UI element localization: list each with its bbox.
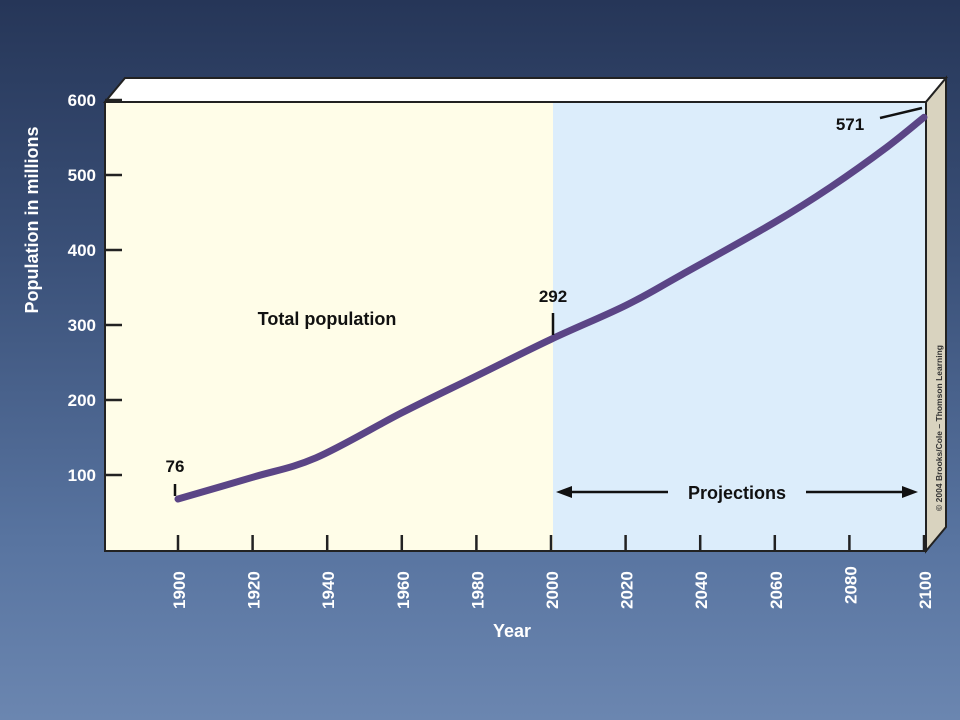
x-tick-label-2040: 2040 [692,571,711,609]
x-axis-label: Year [493,621,531,641]
x-tick-label-1920: 1920 [245,571,264,609]
x-tick-label-1960: 1960 [394,571,413,609]
annotation-76: 76 [166,457,185,496]
x-tick-label-2000: 2000 [543,571,562,609]
y-tick-label-600: 600 [68,91,96,110]
annotation-76-label: 76 [166,457,185,476]
x-tick-label-1940: 1940 [319,571,338,609]
y-ticks: 100 200 300 400 500 600 [68,91,122,485]
projections-indicator: Projections [556,483,918,503]
historical-region [105,102,553,551]
x-tick-label-2060: 2060 [767,571,786,609]
x-ticks: 1900 1920 1940 1960 1980 2000 2020 2040 2060 2080… [170,535,935,609]
annotation-292-label: 292 [539,287,567,306]
annotation-571-label: 571 [836,115,864,134]
annotation-292: 292 [539,287,567,335]
copyright-text: © 2004 Brooks/Cole – Thomson Learning [934,345,944,511]
x-tick-label-1980: 1980 [468,571,487,609]
y-tick-label-100: 100 [68,466,96,485]
y-tick-label-400: 400 [68,241,96,260]
plot-frame [104,101,927,552]
y-tick-label-200: 200 [68,391,96,410]
annotation-571: 571 [836,106,923,134]
annotation-571-leader [879,106,923,120]
y-tick-label-300: 300 [68,316,96,335]
series-label: Total population [258,309,397,329]
series-line-total-population [174,113,928,503]
x-tick-label-1900: 1900 [170,571,189,609]
x-tick-label-2100: 2100 [916,571,935,609]
x-tick-label-2020: 2020 [618,571,637,609]
y-axis-label: Population in millions [22,127,42,314]
x-tick-label-2080: 2080 [841,566,860,604]
projections-label: Projections [688,483,786,503]
projections-arrowhead-left [556,486,572,498]
projections-arrowhead-right [902,486,918,498]
projection-region [553,102,926,551]
chart-top-face [102,77,949,103]
y-tick-label-500: 500 [68,166,96,185]
